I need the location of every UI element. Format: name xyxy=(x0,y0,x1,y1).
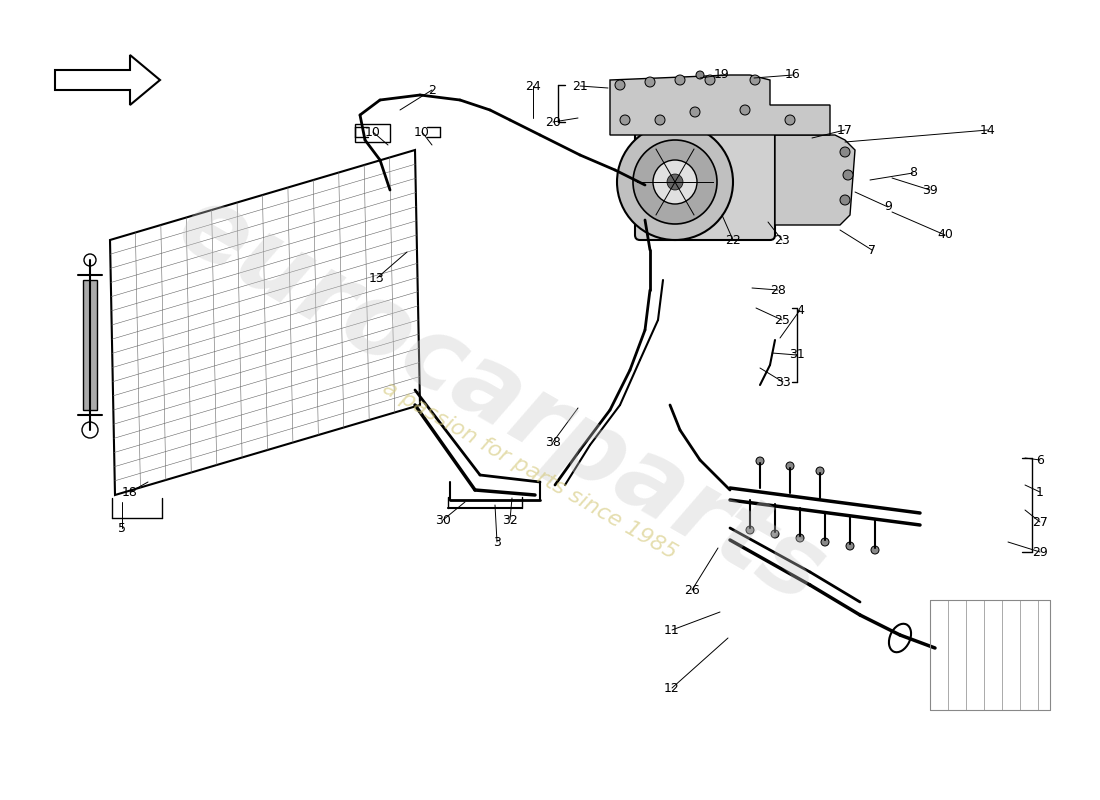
Text: 11: 11 xyxy=(664,623,680,637)
Text: 27: 27 xyxy=(1032,515,1048,529)
Circle shape xyxy=(746,526,754,534)
Circle shape xyxy=(667,174,683,190)
Circle shape xyxy=(653,160,697,204)
Circle shape xyxy=(740,105,750,115)
Circle shape xyxy=(871,546,879,554)
Circle shape xyxy=(705,75,715,85)
Text: a passion for parts since 1985: a passion for parts since 1985 xyxy=(379,378,681,562)
Text: 24: 24 xyxy=(525,79,541,93)
Circle shape xyxy=(786,462,794,470)
Circle shape xyxy=(840,195,850,205)
Text: 39: 39 xyxy=(922,183,938,197)
Circle shape xyxy=(632,140,717,224)
Text: 2: 2 xyxy=(428,83,436,97)
Circle shape xyxy=(840,147,850,157)
Text: 14: 14 xyxy=(980,123,996,137)
Text: 28: 28 xyxy=(770,283,785,297)
Text: 30: 30 xyxy=(436,514,451,526)
Text: 5: 5 xyxy=(118,522,127,534)
Text: 16: 16 xyxy=(785,69,801,82)
Text: 9: 9 xyxy=(884,201,892,214)
Text: 40: 40 xyxy=(937,229,953,242)
Text: 38: 38 xyxy=(546,435,561,449)
Text: 29: 29 xyxy=(1032,546,1048,558)
Text: 33: 33 xyxy=(776,375,791,389)
Circle shape xyxy=(696,71,704,79)
Circle shape xyxy=(617,124,733,240)
Circle shape xyxy=(756,457,764,465)
Text: 13: 13 xyxy=(370,271,385,285)
Text: 26: 26 xyxy=(684,583,700,597)
Text: 22: 22 xyxy=(725,234,741,246)
Text: 12: 12 xyxy=(664,682,680,694)
Text: 25: 25 xyxy=(774,314,790,326)
Text: 20: 20 xyxy=(546,115,561,129)
Circle shape xyxy=(771,530,779,538)
Circle shape xyxy=(796,534,804,542)
Text: 10: 10 xyxy=(365,126,381,138)
Bar xyxy=(355,124,390,142)
FancyBboxPatch shape xyxy=(635,130,776,240)
Text: 32: 32 xyxy=(502,514,518,526)
Circle shape xyxy=(750,75,760,85)
Text: 19: 19 xyxy=(714,69,730,82)
Text: 21: 21 xyxy=(572,79,587,93)
Text: 18: 18 xyxy=(122,486,138,498)
Text: 31: 31 xyxy=(789,349,805,362)
Circle shape xyxy=(843,170,852,180)
Circle shape xyxy=(615,80,625,90)
Bar xyxy=(82,280,97,410)
Circle shape xyxy=(816,467,824,475)
Polygon shape xyxy=(610,75,830,135)
Text: 4: 4 xyxy=(796,303,804,317)
Circle shape xyxy=(846,542,854,550)
Circle shape xyxy=(821,538,829,546)
Text: 7: 7 xyxy=(868,243,876,257)
Polygon shape xyxy=(776,135,855,225)
Circle shape xyxy=(645,77,654,87)
Text: 3: 3 xyxy=(493,535,500,549)
Circle shape xyxy=(690,107,700,117)
Text: eurocarparts: eurocarparts xyxy=(160,176,840,624)
Text: 6: 6 xyxy=(1036,454,1044,466)
Text: 1: 1 xyxy=(1036,486,1044,498)
Text: 10: 10 xyxy=(414,126,430,138)
Circle shape xyxy=(785,115,795,125)
Circle shape xyxy=(654,115,666,125)
Text: 23: 23 xyxy=(774,234,790,246)
Text: 8: 8 xyxy=(909,166,917,179)
Circle shape xyxy=(675,75,685,85)
Circle shape xyxy=(620,115,630,125)
Text: 17: 17 xyxy=(837,123,852,137)
